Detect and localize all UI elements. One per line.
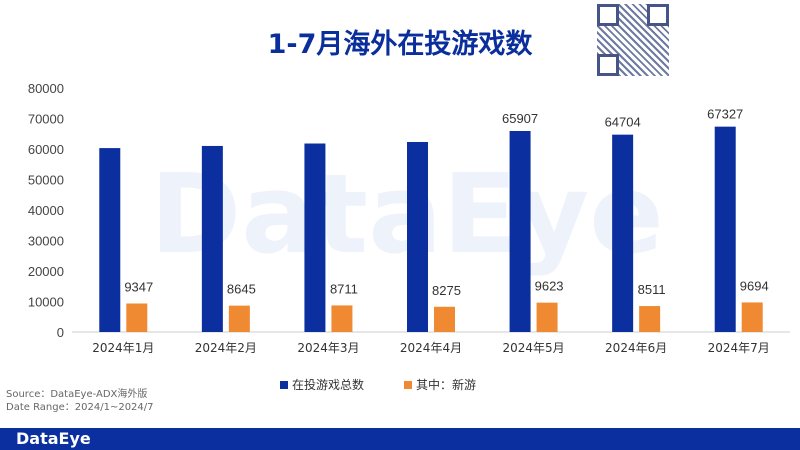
bar-total <box>714 126 736 332</box>
x-tick-label: 2024年7月 <box>708 341 770 355</box>
x-tick-label: 2024年3月 <box>297 341 359 355</box>
x-tick-label: 2024年2月 <box>195 341 257 355</box>
bar-new <box>741 302 763 332</box>
x-tick-label: 2024年4月 <box>400 341 462 355</box>
data-label: 67327 <box>707 107 743 122</box>
x-tick-label: 2024年5月 <box>502 341 564 355</box>
footer-bar: DataEye <box>0 428 800 450</box>
data-label: 8275 <box>432 283 461 298</box>
bar-new <box>639 306 661 332</box>
chart-title: 1-7月海外在投游戏数 <box>267 29 533 60</box>
data-label: 8645 <box>227 282 256 297</box>
bar-new <box>434 306 455 332</box>
qr-code <box>597 4 669 76</box>
date-range-text: Date Range：2024/1~2024/7 <box>6 402 154 413</box>
y-tick-label: 20000 <box>28 264 64 279</box>
y-tick-label: 10000 <box>28 295 64 310</box>
bar-new <box>331 305 353 332</box>
bar-total <box>407 141 428 332</box>
bar-total <box>612 134 634 332</box>
bar-new <box>536 302 558 332</box>
brand-logo: DataEye <box>16 429 91 448</box>
y-tick-label: 60000 <box>28 142 64 157</box>
legend-new: 其中：新游 <box>404 376 476 393</box>
bar-new <box>228 305 250 332</box>
y-tick-label: 30000 <box>28 234 64 249</box>
data-label: 65907 <box>502 111 538 126</box>
bar-total <box>99 148 121 332</box>
x-tick-label: 2024年6月 <box>605 341 667 355</box>
data-label: 8711 <box>330 281 358 296</box>
source-note: Source：DataEye-ADX海外版 Date Range：2024/1~… <box>6 388 154 414</box>
bar-new <box>126 303 148 332</box>
bar-total <box>201 145 223 332</box>
legend: 在投游戏总数 其中：新游 <box>280 376 476 393</box>
data-label: 8511 <box>638 282 666 297</box>
bar-chart: 0 10000 20000 30000 40000 50000 60000 70000 8000… <box>28 81 790 355</box>
data-label: 9694 <box>740 278 769 293</box>
y-tick-label: 0 <box>57 325 64 340</box>
y-tick-label: 70000 <box>28 112 64 127</box>
y-tick-label: 80000 <box>28 81 64 96</box>
bar-total <box>509 130 531 332</box>
legend-total: 在投游戏总数 <box>280 376 364 393</box>
watermark: DataEye <box>150 150 664 278</box>
data-label: 9623 <box>535 279 564 294</box>
data-label: 9347 <box>124 279 153 294</box>
source-text: Source：DataEye-ADX海外版 <box>6 389 148 400</box>
bar-total <box>304 143 326 332</box>
x-tick-label: 2024年1月 <box>92 341 154 355</box>
data-label: 64704 <box>605 115 641 130</box>
y-tick-label: 40000 <box>28 203 64 218</box>
y-tick-label: 50000 <box>28 173 64 188</box>
